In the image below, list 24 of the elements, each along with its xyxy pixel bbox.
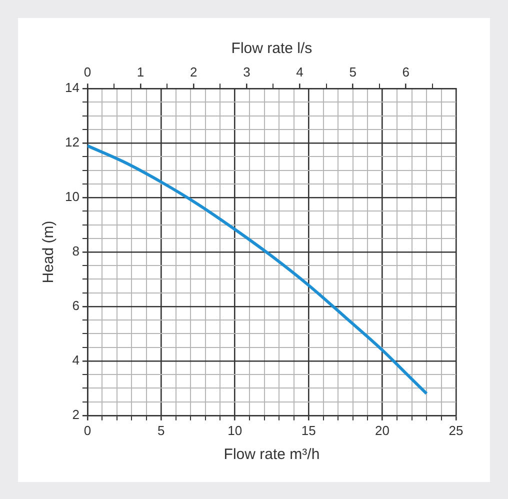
y-tick-label: 8 [72, 244, 80, 259]
x-axis-title: Flow rate m³/h [224, 446, 320, 464]
y-tick-label: 14 [64, 80, 80, 96]
x-tick-label: 0 [84, 422, 92, 438]
x2-tick-label: 3 [243, 64, 250, 80]
x-tick-label: 25 [448, 422, 464, 438]
x2-tick-label: 5 [349, 64, 356, 80]
x-tick-label: 15 [301, 422, 316, 438]
x2-tick-label: 0 [84, 64, 92, 80]
y-tick-label: 12 [64, 134, 80, 150]
y-tick-label: 4 [72, 352, 80, 368]
x-tick-label: 20 [375, 422, 390, 438]
y-tick-label: 6 [72, 298, 80, 314]
y-axis-title: Head (m) [40, 220, 58, 284]
y-tick-label: 10 [64, 189, 80, 204]
y-tick-label: 2 [72, 406, 80, 422]
x2-tick-label: 4 [296, 64, 304, 80]
x2-tick-label: 2 [190, 64, 198, 80]
x2-tick-label: 1 [136, 64, 144, 80]
x2-tick-label: 6 [402, 64, 410, 80]
x-tick-label: 5 [158, 422, 165, 438]
x2-axis-title: Flow rate l/s [231, 40, 312, 58]
x-tick-label: 10 [228, 422, 242, 438]
line-series [87, 144, 428, 396]
